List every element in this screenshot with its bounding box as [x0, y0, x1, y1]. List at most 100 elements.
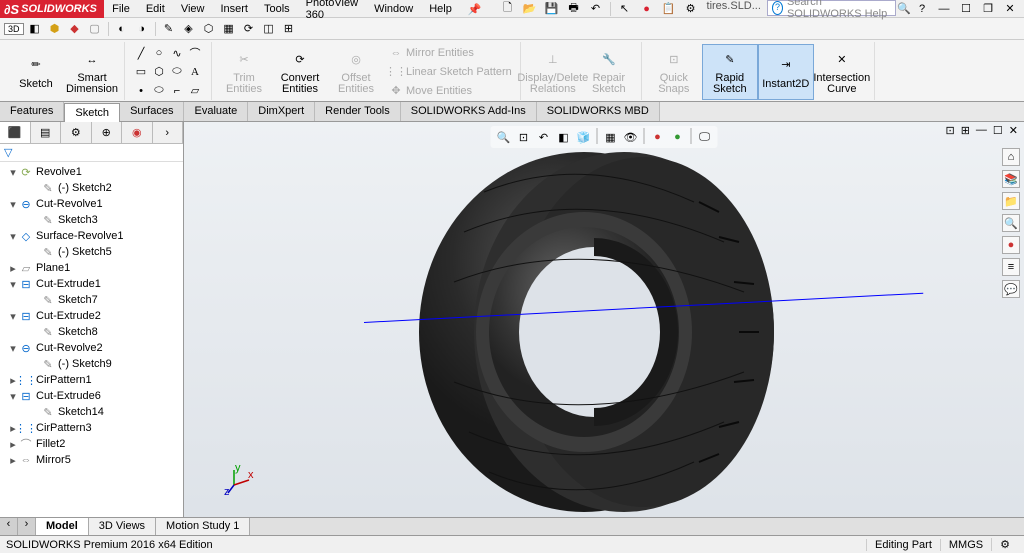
forum-icon[interactable]: 💬 [1002, 280, 1020, 298]
cmd-tab-render-tools[interactable]: Render Tools [315, 102, 401, 121]
feature-tree-tab[interactable]: ⬛ [0, 122, 31, 143]
settings-icon[interactable]: ⚙ [681, 1, 701, 17]
mirror-icon[interactable]: ⇔ [388, 45, 404, 61]
spline-icon[interactable]: ∿ [169, 45, 185, 61]
tree-item[interactable]: ▾⟳Revolve1 [0, 164, 183, 180]
expand-tab[interactable]: › [153, 122, 184, 143]
trim-entities-button[interactable]: ✂ Trim Entities [216, 44, 272, 100]
offset-entities-button[interactable]: ◎ Offset Entities [328, 44, 384, 100]
minimize-icon[interactable]: — [934, 1, 954, 17]
toolbar-btn[interactable]: ◈ [180, 20, 198, 38]
menu-edit[interactable]: Edit [138, 3, 173, 15]
toolbar-btn[interactable]: ⟳ [240, 20, 258, 38]
tree-item[interactable]: ✎(-) Sketch9 [0, 356, 183, 372]
restore-icon[interactable]: ❐ [978, 1, 998, 17]
search-input[interactable]: Search SOLIDWORKS Help [767, 0, 896, 16]
3d-badge[interactable]: 3D [4, 23, 24, 35]
tree-item[interactable]: ▾⊖Cut-Revolve1 [0, 196, 183, 212]
display-relations-button[interactable]: ⊥ Display/Delete Relations [525, 44, 581, 100]
tree-item[interactable]: ▾◇Surface-Revolve1 [0, 228, 183, 244]
menu-tools[interactable]: Tools [256, 3, 298, 15]
toolbar-btn[interactable]: ⊞ [280, 20, 298, 38]
menu-view[interactable]: View [173, 3, 213, 15]
library-icon[interactable]: 📁 [1002, 192, 1020, 210]
cmd-tab-dimxpert[interactable]: DimXpert [248, 102, 315, 121]
pin-icon[interactable]: 📌 [460, 3, 490, 16]
tree-item[interactable]: ✎(-) Sketch5 [0, 244, 183, 260]
select-icon[interactable]: ↖ [615, 1, 635, 17]
bottom-tab-3d-views[interactable]: 3D Views [89, 518, 156, 535]
tree-item[interactable]: ▸⌒Fillet2 [0, 436, 183, 452]
display-tab[interactable]: ◉ [122, 122, 153, 143]
tree-item[interactable]: ▾⊖Cut-Revolve2 [0, 340, 183, 356]
menu-photoview[interactable]: PhotoView 360 [298, 0, 366, 21]
circle-icon[interactable]: ○ [151, 45, 167, 61]
smart-dimension-button[interactable]: ↔ Smart Dimension [64, 44, 120, 100]
tree-item[interactable]: ▸⋮⋮CirPattern1 [0, 372, 183, 388]
line-icon[interactable]: ╱ [133, 45, 149, 61]
win-close-icon[interactable]: ✕ [1009, 124, 1018, 137]
convert-entities-button[interactable]: ⟳ Convert Entities [272, 44, 328, 100]
toolbar-btn[interactable]: ◐ [113, 20, 131, 38]
menu-window[interactable]: Window [366, 3, 421, 15]
ellipse-icon[interactable]: ⬭ [169, 64, 185, 80]
tree-item[interactable]: ▾⊟Cut-Extrude6 [0, 388, 183, 404]
tab-scroll-left-icon[interactable]: ‹ [0, 518, 18, 535]
toolbar-btn[interactable]: ✎ [160, 20, 178, 38]
cmd-tab-surfaces[interactable]: Surfaces [120, 102, 184, 121]
point-icon[interactable]: • [133, 83, 149, 99]
menu-insert[interactable]: Insert [212, 3, 256, 15]
move-icon[interactable]: ✥ [388, 83, 404, 99]
search-icon[interactable]: 🔍 [896, 0, 912, 16]
status-gear-icon[interactable]: ⚙ [991, 538, 1018, 551]
explorer-icon[interactable]: 🔍 [1002, 214, 1020, 232]
tree-item[interactable]: ✎Sketch14 [0, 404, 183, 420]
slot-icon[interactable]: ⬭ [151, 83, 167, 99]
save-icon[interactable]: 💾 [542, 1, 562, 17]
options-icon[interactable]: 📋 [659, 1, 679, 17]
toolbar-btn[interactable]: ▦ [220, 20, 238, 38]
win-icon[interactable]: ⊞ [961, 124, 970, 137]
tree-item[interactable]: ✎(-) Sketch2 [0, 180, 183, 196]
linear-pattern-icon[interactable]: ⋮⋮ [388, 64, 404, 80]
tree-item[interactable]: ▾⊟Cut-Extrude1 [0, 276, 183, 292]
tree-item[interactable]: ▸▱Plane1 [0, 260, 183, 276]
open-icon[interactable]: 📂 [520, 1, 540, 17]
toolbar-btn[interactable]: ◧ [26, 20, 44, 38]
cmd-tab-solidworks-mbd[interactable]: SOLIDWORKS MBD [537, 102, 660, 121]
print-icon[interactable]: 🖶 [564, 1, 584, 17]
feature-tree[interactable]: ▾⟳Revolve1✎(-) Sketch2▾⊖Cut-Revolve1 ✎Ske… [0, 162, 183, 523]
filter-icon[interactable]: ▽ [4, 146, 12, 159]
toolbar-btn[interactable]: ⬢ [46, 20, 64, 38]
properties-icon[interactable]: ≡ [1002, 258, 1020, 276]
toolbar-btn[interactable]: ◫ [260, 20, 278, 38]
plane-icon[interactable]: ▱ [187, 83, 203, 99]
toolbar-btn[interactable]: ⬡ [200, 20, 218, 38]
cmd-tab-features[interactable]: Features [0, 102, 64, 121]
toolbar-btn[interactable]: ◆ [66, 20, 84, 38]
status-units[interactable]: MMGS [940, 539, 991, 551]
tab-scroll-right-icon[interactable]: › [18, 518, 36, 535]
menu-file[interactable]: File [104, 3, 138, 15]
win-icon[interactable]: ⊡ [945, 124, 954, 137]
new-icon[interactable]: 🗋 [498, 1, 518, 17]
dimxpert-tab[interactable]: ⊕ [92, 122, 123, 143]
cmd-tab-evaluate[interactable]: Evaluate [184, 102, 248, 121]
tree-item[interactable]: ▸⇔Mirror5 [0, 452, 183, 468]
text-icon[interactable]: A [187, 64, 203, 80]
tree-item[interactable]: ▾⊟Cut-Extrude2 [0, 308, 183, 324]
config-tab[interactable]: ⚙ [61, 122, 92, 143]
help-icon[interactable]: ? [912, 1, 932, 17]
polygon-icon[interactable]: ⬡ [151, 64, 167, 80]
intersection-curve-button[interactable]: ✕ Intersection Curve [814, 44, 870, 100]
win-min-icon[interactable]: — [976, 124, 987, 137]
undo-icon[interactable]: ↶ [586, 1, 606, 17]
menu-help[interactable]: Help [421, 3, 460, 15]
resources-icon[interactable]: 📚 [1002, 170, 1020, 188]
tree-item[interactable]: ✎Sketch8 [0, 324, 183, 340]
rebuild-icon[interactable]: ● [637, 1, 657, 17]
instant2d-button[interactable]: ⇥ Instant2D [758, 44, 814, 100]
rect-icon[interactable]: ▭ [133, 64, 149, 80]
close-icon[interactable]: ✕ [1000, 1, 1020, 17]
tree-item[interactable]: ✎Sketch7 [0, 292, 183, 308]
